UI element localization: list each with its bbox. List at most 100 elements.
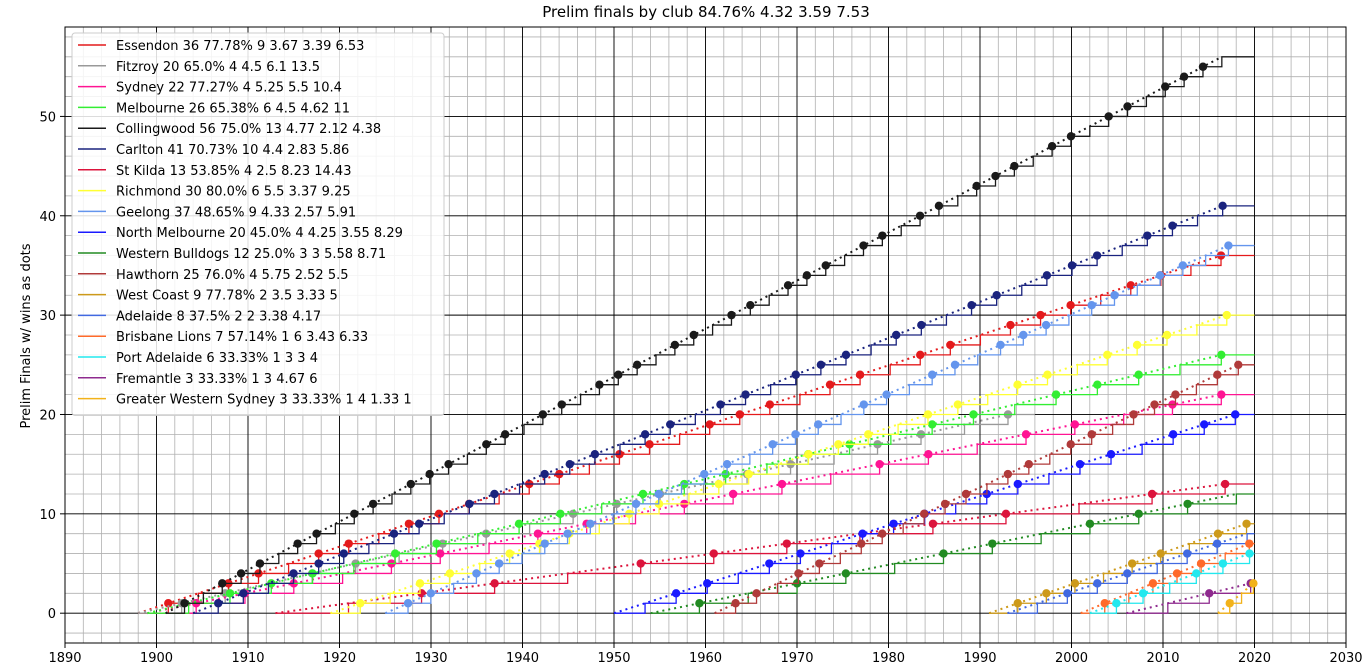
series-line xyxy=(275,483,1255,614)
series-point xyxy=(339,549,348,558)
legend-entry: Sydney 22 77.27% 4 5.25 5.5 10.4 xyxy=(116,81,342,96)
y-axis-label: Prelim Finals w/ wins as dots xyxy=(19,243,34,428)
legend-entry: North Melbourne 20 45.0% 4 4.25 3.55 8.2… xyxy=(116,226,403,241)
series-point xyxy=(804,450,813,459)
series-point xyxy=(961,489,971,499)
series-point xyxy=(636,559,645,568)
series-point xyxy=(1249,579,1258,588)
series-group xyxy=(192,201,1255,615)
series-point xyxy=(1168,221,1177,230)
series-point xyxy=(465,499,474,509)
series-point xyxy=(915,211,925,220)
series-point xyxy=(1192,569,1201,578)
legend-entry: Adelaide 8 37.5% 2 2 3.38 4.17 xyxy=(116,309,321,324)
series-point xyxy=(765,559,774,568)
series-point xyxy=(709,549,718,558)
y-tick-label: 40 xyxy=(39,210,56,225)
series-line xyxy=(714,364,1255,614)
series-point xyxy=(1200,420,1209,429)
x-tick-label: 2010 xyxy=(1146,651,1179,666)
series-point xyxy=(875,459,884,469)
series-point xyxy=(953,400,963,409)
series-point xyxy=(950,360,960,370)
series-point xyxy=(540,539,549,548)
series-point xyxy=(841,350,851,360)
series-point xyxy=(1112,599,1121,608)
series-line xyxy=(1007,533,1255,614)
series-point xyxy=(312,529,321,538)
series-point xyxy=(939,549,948,558)
series-point xyxy=(1162,330,1172,340)
chart-title: Prelim finals by club 84.76% 4.32 3.59 7… xyxy=(542,3,870,21)
series-point xyxy=(917,320,926,330)
series-trend xyxy=(714,363,1239,615)
series-point xyxy=(746,300,755,310)
series-point xyxy=(368,499,378,509)
series-point xyxy=(1066,440,1075,449)
series-point xyxy=(794,569,803,578)
series-point xyxy=(563,529,572,538)
series-point xyxy=(1220,479,1230,489)
series-group xyxy=(714,360,1255,615)
series-point xyxy=(1087,300,1096,310)
series-point xyxy=(782,539,792,548)
series-point xyxy=(821,261,830,270)
series-point xyxy=(923,410,933,419)
legend-entry: Essendon 36 77.78% 9 3.67 3.39 6.53 xyxy=(116,39,364,54)
series-point xyxy=(705,420,714,429)
legend-entry: Western Bulldogs 12 25.0% 3 3 5.58 8.71 xyxy=(116,247,386,262)
series-group xyxy=(1089,549,1255,615)
series-point xyxy=(472,569,481,578)
series-point xyxy=(500,430,510,439)
series-point xyxy=(482,440,491,449)
series-point xyxy=(889,519,898,528)
series-point xyxy=(1043,370,1052,379)
series-point xyxy=(406,479,416,489)
series-point xyxy=(967,300,976,310)
series-point xyxy=(1066,300,1075,310)
series-point xyxy=(1245,549,1254,558)
legend-entry: Carlton 41 70.73% 10 4.4 2.83 5.86 xyxy=(116,143,349,158)
series-point xyxy=(390,549,400,558)
series-point xyxy=(1231,410,1240,419)
series-point xyxy=(1006,320,1015,330)
y-tick-label: 20 xyxy=(39,408,56,423)
series-point xyxy=(434,509,444,519)
legend-entry: Port Adelaide 6 33.33% 1 3 3 4 xyxy=(116,351,318,366)
series-trend xyxy=(275,483,1226,615)
series-line xyxy=(147,393,1255,614)
series-point xyxy=(239,589,248,598)
series-group xyxy=(384,241,1255,615)
x-tick-label: 1950 xyxy=(597,651,630,666)
x-tick-label: 1980 xyxy=(872,651,905,666)
series-point xyxy=(1198,62,1208,71)
series-point xyxy=(1245,539,1254,548)
series-point xyxy=(666,420,675,429)
series-group xyxy=(988,519,1255,615)
series-point xyxy=(425,469,434,479)
series-trend xyxy=(1089,552,1250,615)
series-point xyxy=(1070,420,1080,429)
legend: Essendon 36 77.78% 9 3.67 3.39 6.53 Fitzr… xyxy=(71,32,445,416)
series-point xyxy=(1110,291,1119,300)
series-point xyxy=(565,459,574,469)
y-tick-label: 50 xyxy=(39,110,56,125)
series-point xyxy=(436,549,445,558)
series-group xyxy=(275,479,1255,615)
series-point xyxy=(1147,489,1157,499)
series-point xyxy=(426,589,436,598)
series-point xyxy=(919,509,929,519)
series-point xyxy=(858,529,867,538)
series-point xyxy=(1070,579,1080,588)
series-point xyxy=(1156,549,1165,558)
series-point xyxy=(314,549,323,558)
series-point xyxy=(1093,380,1102,389)
legend-entry: West Coast 9 77.78% 2 3.5 3.33 5 xyxy=(116,289,338,304)
series-point xyxy=(214,599,223,608)
series-point xyxy=(638,489,648,499)
series-point xyxy=(924,450,933,459)
series-point xyxy=(1129,410,1138,419)
axis-ticks: 1890 1900 1910 1920 1930 1940 1950 1960 1970 1980… xyxy=(39,110,1362,666)
series-point xyxy=(1104,112,1113,121)
series-point xyxy=(671,589,681,598)
